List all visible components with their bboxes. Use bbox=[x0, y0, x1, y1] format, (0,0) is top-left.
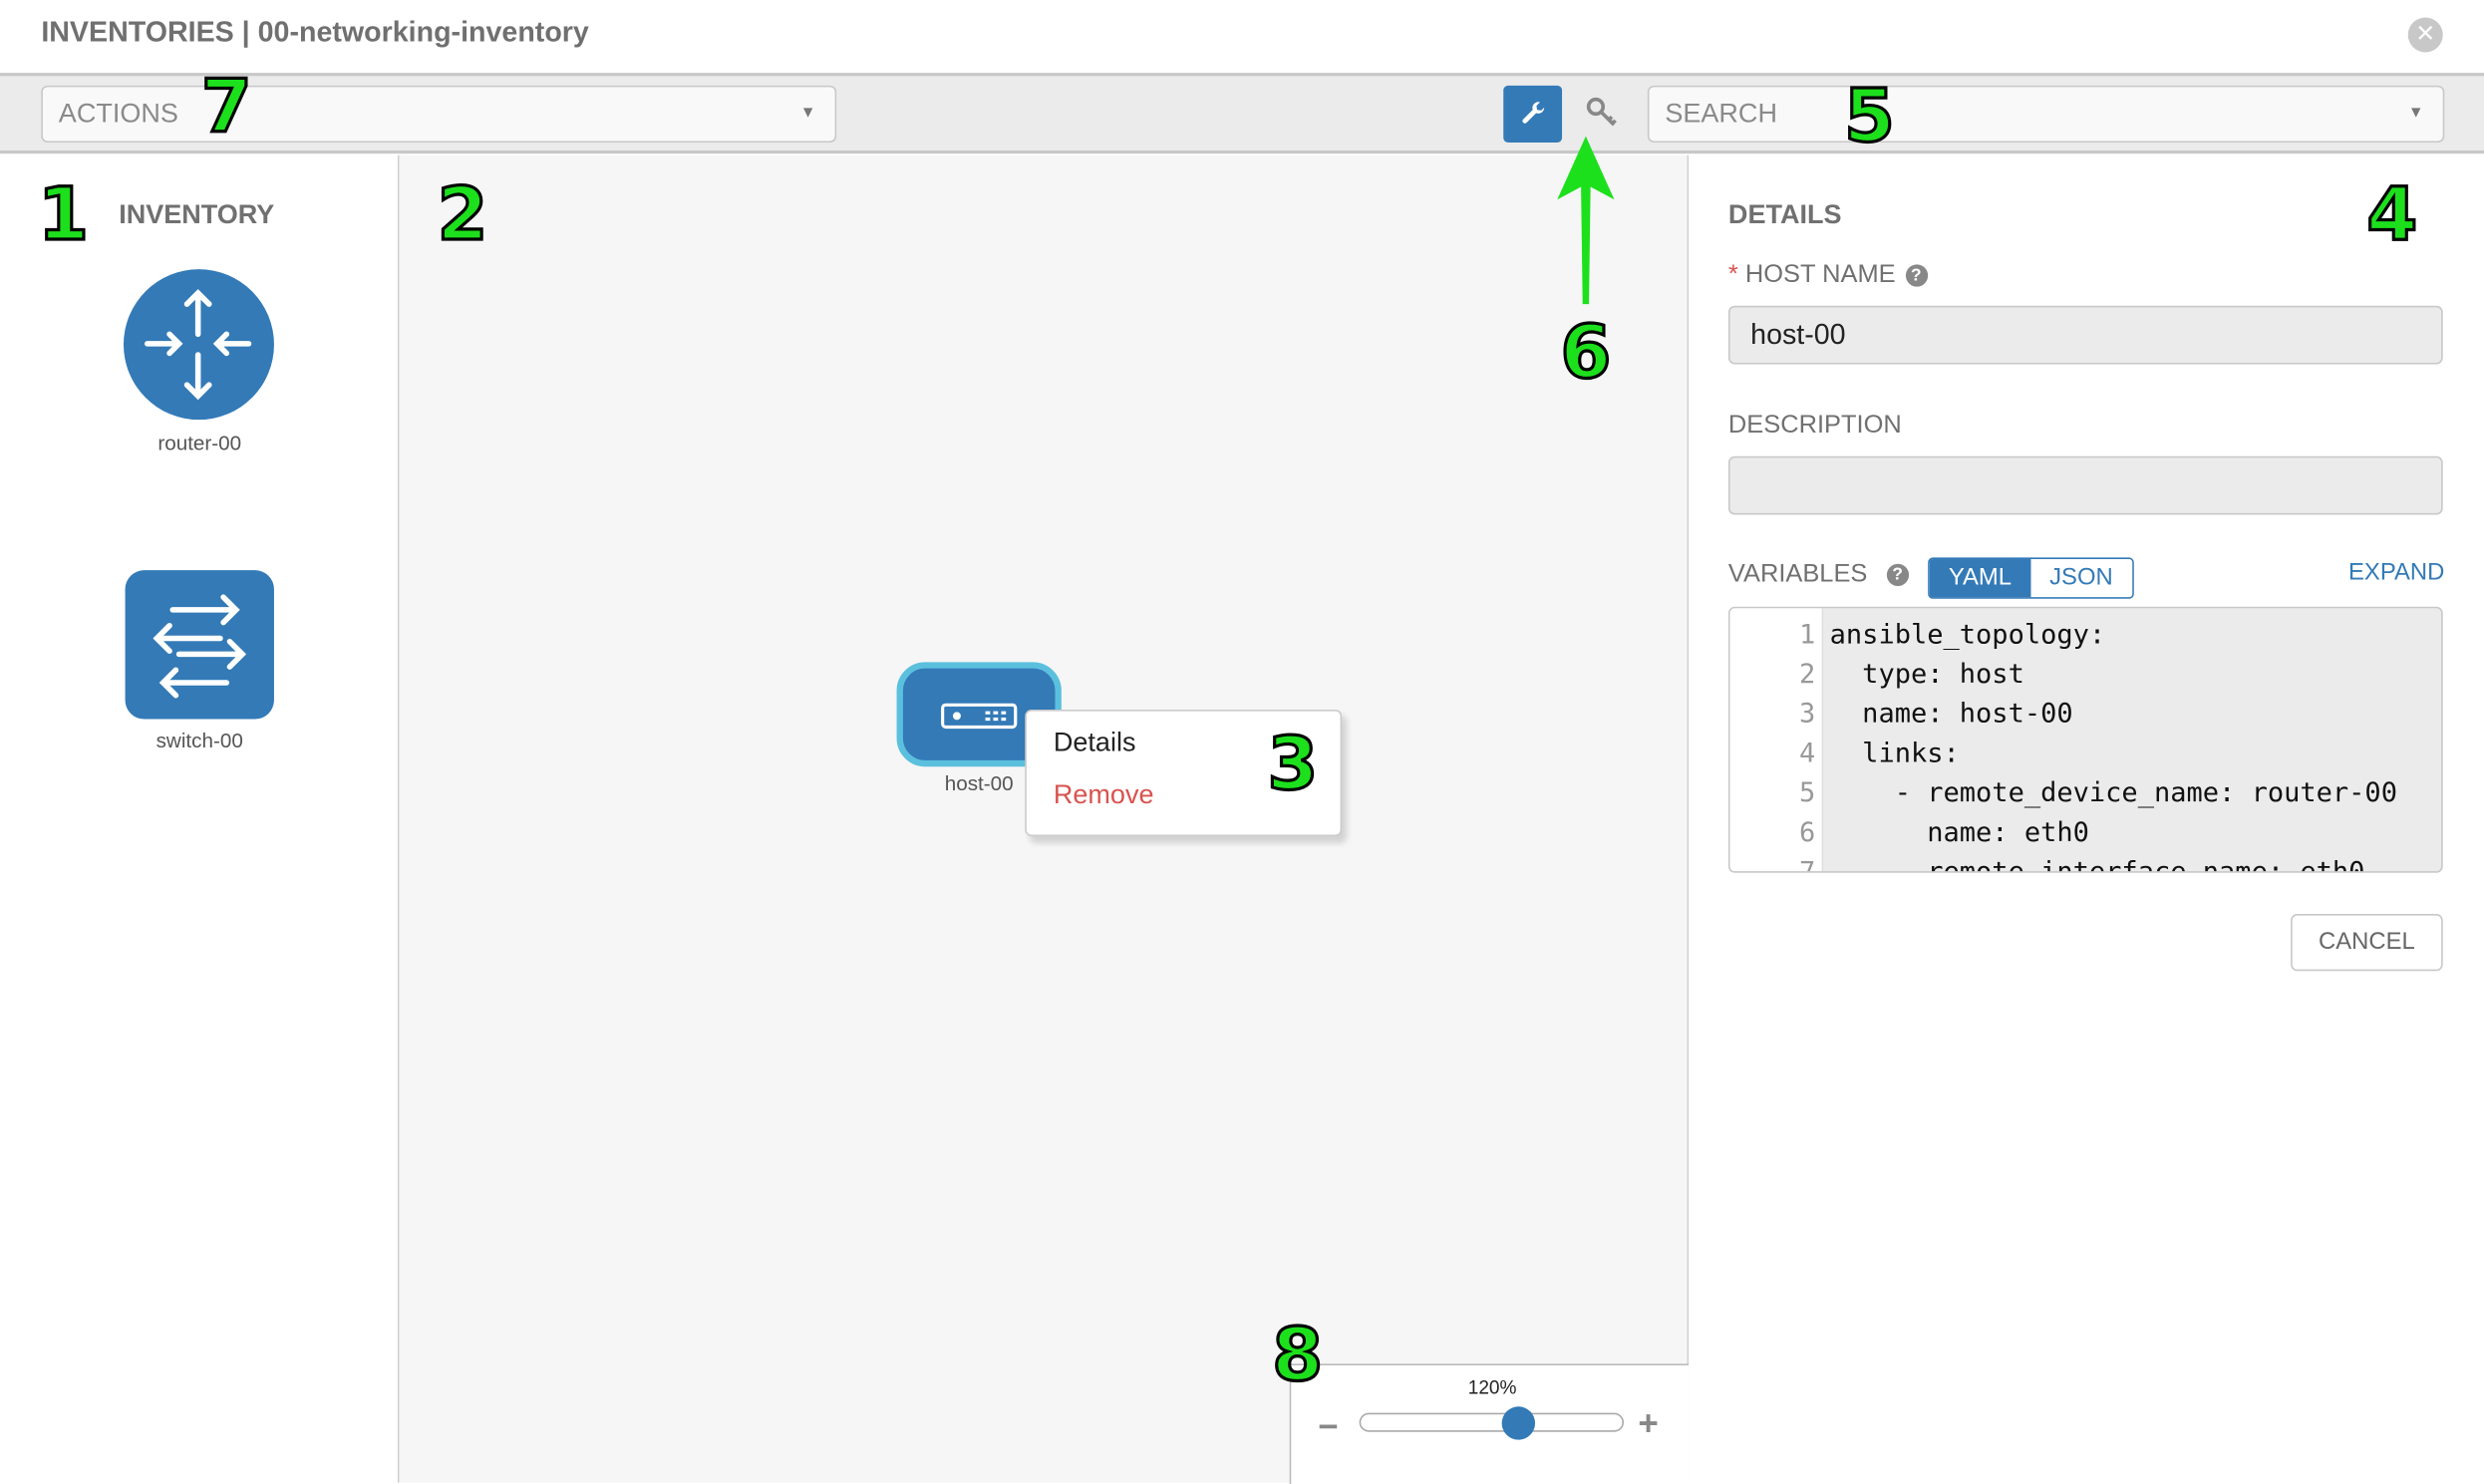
details-panel: DETAILS * HOST NAME? host-00 DESCRIPTION… bbox=[1689, 154, 2484, 1483]
zoom-control: 120% − + bbox=[1289, 1363, 1690, 1484]
inventory-sidebar: INVENTORY router-00 switch-00 1 bbox=[0, 154, 400, 1483]
expand-link[interactable]: EXPAND bbox=[2348, 559, 2445, 587]
actions-placeholder: ACTIONS bbox=[58, 98, 178, 129]
annotation-7: 7 bbox=[199, 62, 253, 150]
line-number: 4 bbox=[1799, 738, 1816, 770]
help-icon[interactable]: ? bbox=[1905, 264, 1928, 287]
annotation-5: 5 bbox=[1842, 72, 1896, 160]
zoom-level: 120% bbox=[1467, 1376, 1517, 1399]
annotation-6: 6 bbox=[1559, 307, 1613, 396]
page-title: INVENTORIES | 00-networking-inventory bbox=[41, 15, 589, 48]
switch-icon[interactable] bbox=[125, 570, 274, 720]
cancel-button[interactable]: CANCEL bbox=[2291, 914, 2443, 972]
variables-editor[interactable]: 1 ansible_topology: 2 type: host 3 name: ho… bbox=[1727, 606, 2443, 873]
menu-item-details[interactable]: Details bbox=[1053, 727, 1136, 757]
description-label: DESCRIPTION bbox=[1727, 412, 1902, 440]
actions-dropdown[interactable]: ACTIONS ▼ bbox=[41, 85, 837, 144]
sidebar-title: INVENTORY bbox=[119, 199, 275, 230]
details-title: DETAILS bbox=[1727, 199, 1842, 230]
format-toggle: YAML JSON bbox=[1928, 557, 2134, 599]
context-menu: Details Remove 3 bbox=[1025, 710, 1343, 837]
annotation-1: 1 bbox=[37, 169, 91, 258]
host-name-label: * HOST NAME? bbox=[1727, 261, 1928, 290]
host-name-input[interactable]: host-00 bbox=[1727, 305, 2443, 365]
code-line: remote_interface_name: eth0 bbox=[1829, 856, 2365, 873]
variables-label: VARIABLES? bbox=[1728, 561, 1909, 590]
key-icon[interactable] bbox=[1584, 95, 1619, 140]
zoom-out-button[interactable]: − bbox=[1318, 1406, 1339, 1447]
yaml-toggle[interactable]: YAML bbox=[1929, 559, 2031, 598]
wrench-icon[interactable] bbox=[1503, 85, 1563, 144]
help-icon[interactable]: ? bbox=[1886, 563, 1909, 587]
zoom-in-button[interactable]: + bbox=[1638, 1403, 1659, 1443]
annotation-2: 2 bbox=[436, 169, 489, 258]
router-icon[interactable] bbox=[123, 269, 274, 421]
line-number: 7 bbox=[1799, 856, 1816, 873]
line-number-gutter bbox=[1729, 608, 1824, 872]
json-toggle[interactable]: JSON bbox=[2030, 559, 2132, 598]
line-number: 3 bbox=[1799, 698, 1816, 731]
host-node-label: host-00 bbox=[944, 770, 1014, 795]
zoom-slider[interactable] bbox=[1359, 1412, 1625, 1432]
host-name-label-text: HOST NAME bbox=[1744, 261, 1896, 289]
sidebar-item-router[interactable]: router-00 bbox=[157, 431, 242, 455]
zoom-slider-thumb[interactable] bbox=[1501, 1406, 1536, 1440]
annotation-3: 3 bbox=[1266, 720, 1320, 808]
host-server-icon bbox=[941, 703, 1018, 730]
search-dropdown[interactable]: SEARCH ▼ bbox=[1647, 85, 2445, 144]
code-line: name: eth0 bbox=[1829, 817, 2089, 849]
code-line: name: host-00 bbox=[1829, 698, 2073, 731]
code-line: - remote_device_name: router-00 bbox=[1829, 777, 2397, 810]
chevron-down-icon: ▼ bbox=[799, 104, 816, 123]
search-placeholder: SEARCH bbox=[1665, 98, 1777, 129]
code-line: type: host bbox=[1829, 659, 2024, 691]
description-input[interactable] bbox=[1727, 455, 2443, 515]
annotation-4: 4 bbox=[2365, 169, 2419, 258]
line-number: 2 bbox=[1799, 659, 1816, 691]
sidebar-item-switch[interactable]: switch-00 bbox=[155, 729, 243, 752]
chevron-down-icon: ▼ bbox=[2407, 104, 2424, 123]
menu-item-remove[interactable]: Remove bbox=[1053, 778, 1154, 810]
line-number: 1 bbox=[1799, 619, 1816, 652]
annotation-arrow-icon bbox=[1557, 136, 1615, 305]
annotation-8: 8 bbox=[1271, 1310, 1325, 1398]
required-marker: * bbox=[1727, 261, 1738, 289]
line-number: 6 bbox=[1799, 817, 1816, 849]
code-line: links: bbox=[1829, 738, 1960, 770]
close-circle-icon[interactable]: ✕ bbox=[2407, 17, 2443, 53]
variables-label-text: VARIABLES bbox=[1727, 560, 1868, 588]
code-line: ansible_topology: bbox=[1829, 619, 2106, 652]
line-number: 5 bbox=[1799, 777, 1816, 810]
